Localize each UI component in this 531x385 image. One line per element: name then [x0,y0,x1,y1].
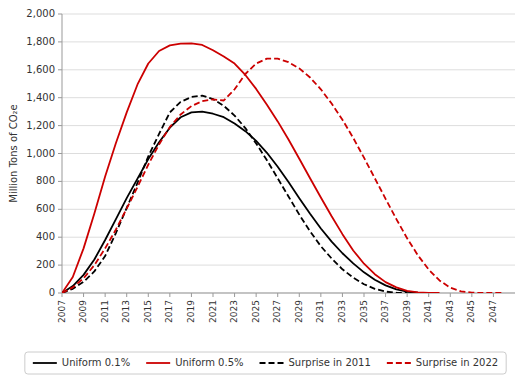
y-tick-label: 2,000 [26,8,55,19]
y-tick-label: 200 [36,259,55,270]
x-tick-label: 2035 [359,300,369,323]
y-tick-label: 800 [36,175,55,186]
grid-line [62,125,515,126]
grid-line [62,293,515,294]
y-tick [58,293,62,294]
x-tick-label: 2033 [337,300,347,323]
legend-swatch [146,362,170,364]
axes: 0 200 400 600 800 1,000 1,200 1,400 1,600 1,800 2,… [26,8,515,323]
y-tick [58,69,62,70]
x-tick [277,293,278,297]
x-tick [148,293,149,297]
series-line [62,96,407,293]
grid-line [62,14,515,15]
x-tick-label: 2039 [402,300,412,323]
series-lines [62,43,504,293]
series-line [62,59,504,293]
legend-swatch [387,362,411,364]
x-tick-label: 2023 [229,300,239,323]
grid-line [62,265,515,266]
legend-item: Surprise in 2022 [387,357,498,368]
legend-item: Surprise in 2011 [260,357,371,368]
x-tick [126,293,127,297]
grid-line [62,237,515,238]
chart: 0 200 400 600 800 1,000 1,200 1,400 1,600 1,800 2,… [0,0,531,385]
legend: Uniform 0.1% Uniform 0.5% Surprise in 2011… [25,352,506,374]
x-tick [450,293,451,297]
legend-label: Uniform 0.1% [62,357,130,368]
y-axis-line [62,14,63,293]
grid-line [62,41,515,42]
x-tick-label: 2019 [186,300,196,323]
y-tick-label: 600 [36,203,55,214]
grid-line [62,209,515,210]
x-tick [191,293,192,297]
y-axis-label: Million Tons of CO₂e [8,104,19,202]
grid-line [62,153,515,154]
x-tick-label: 2041 [423,300,433,323]
x-tick [364,293,365,297]
x-tick-label: 2025 [251,300,261,323]
x-tick-label: 2017 [164,300,174,323]
y-tick [58,265,62,266]
x-tick-label: 2021 [208,300,218,323]
legend-label: Uniform 0.5% [175,357,243,368]
x-tick-label: 2047 [488,300,498,323]
x-tick-label: 2015 [143,300,153,323]
y-tick [58,41,62,42]
y-tick-label: 1,800 [26,36,55,47]
x-tick [62,293,63,297]
y-tick [58,209,62,210]
x-tick-label: 2027 [272,300,282,323]
y-tick-label: 1,600 [26,64,55,75]
page: {"chart_data": { "type": "line", "y_labe… [0,0,531,385]
x-tick [320,293,321,297]
y-tick [58,153,62,154]
x-tick-label: 2037 [380,300,390,323]
y-tick-label: 400 [36,231,55,242]
grid-line [62,69,515,70]
x-tick [83,293,84,297]
x-tick-label: 2031 [315,300,325,323]
x-tick [299,293,300,297]
x-tick [342,293,343,297]
x-tick [471,293,472,297]
legend-label: Surprise in 2022 [416,357,498,368]
y-tick [58,97,62,98]
legend-label: Surprise in 2011 [289,357,371,368]
series-line [62,43,440,293]
x-tick [428,293,429,297]
x-tick-label: 2007 [57,300,67,323]
x-tick-label: 2009 [78,300,88,323]
x-tick [256,293,257,297]
x-tick-label: 2043 [445,300,455,323]
y-tick-label: 1,200 [26,120,55,131]
legend-swatch [260,362,284,364]
grid-line [62,97,515,98]
grid [62,14,515,293]
x-tick [493,293,494,297]
y-tick [58,14,62,15]
x-tick [169,293,170,297]
x-tick [407,293,408,297]
x-tick [234,293,235,297]
x-tick [105,293,106,297]
y-tick-label: 1,000 [26,148,55,159]
legend-item: Uniform 0.5% [146,357,243,368]
y-tick-label: 0 [49,287,55,298]
x-axis-line [62,293,515,294]
x-tick-label: 2013 [121,300,131,323]
legend-frame [25,352,506,374]
x-tick-label: 2029 [294,300,304,323]
x-tick [213,293,214,297]
x-tick-label: 2045 [466,300,476,323]
y-tick-label: 1,400 [26,92,55,103]
y-tick [58,181,62,182]
legend-item: Uniform 0.1% [33,357,130,368]
y-tick [58,125,62,126]
y-tick [58,237,62,238]
legend-swatch [33,362,57,364]
x-tick [385,293,386,297]
x-tick-label: 2011 [100,300,110,323]
